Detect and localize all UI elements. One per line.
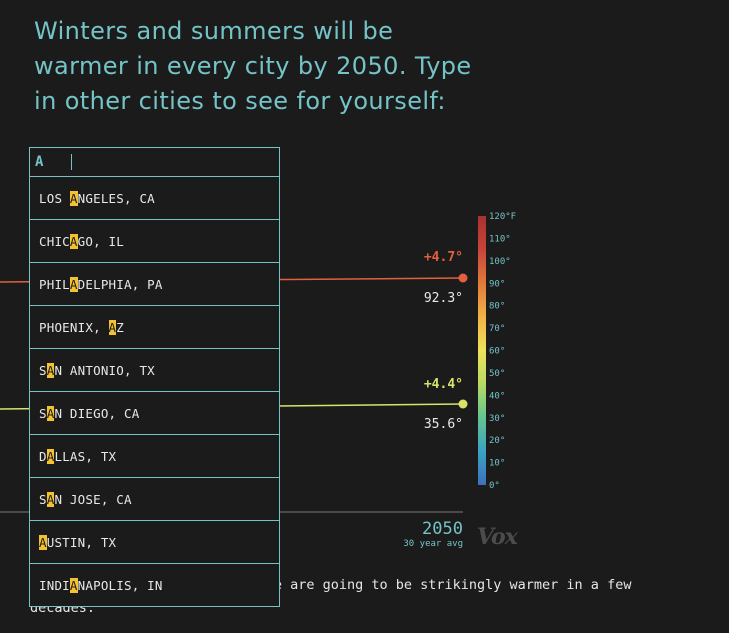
scale-tick-label: 30° xyxy=(489,414,505,424)
match-highlight: A xyxy=(46,491,55,507)
city-search-widget: LOS ANGELES, CA CHICAGO, IL PHILADELPHIA, … xyxy=(29,147,280,607)
match-highlight: A xyxy=(69,233,78,249)
search-result-item[interactable]: INDIANAPOLIS, IN xyxy=(29,564,280,607)
search-result-item[interactable]: DALLAS, TX xyxy=(29,435,280,478)
text-caret xyxy=(71,154,72,170)
summer-end-label: 92.3° xyxy=(424,291,463,306)
scale-tick-label: 100° xyxy=(489,257,511,267)
summer-end-point xyxy=(458,273,468,283)
search-result-item[interactable]: SAN ANTONIO, TX xyxy=(29,349,280,392)
winter-end-point xyxy=(458,399,468,409)
scale-tick-label: 60° xyxy=(489,347,505,357)
color-scale-bar xyxy=(478,216,486,485)
year-label: 2050 xyxy=(422,519,463,539)
scale-tick-label: 50° xyxy=(489,369,505,379)
search-result-item[interactable]: SAN JOSE, CA xyxy=(29,478,280,521)
search-result-label: SAN JOSE, CA xyxy=(39,491,132,507)
scale-tick-label: 40° xyxy=(489,391,505,401)
match-highlight: A xyxy=(39,534,47,550)
search-result-label: AUSTIN, TX xyxy=(39,534,117,550)
search-result-label: CHICAGO, IL xyxy=(39,233,124,249)
color-scale-ticks: 120°F 110° 100° 90° 80° 70° 60° 50° 40° 30° 20° 10°… xyxy=(489,212,516,491)
match-highlight: A xyxy=(69,577,78,593)
search-result-label: PHOENIX, AZ xyxy=(39,319,124,335)
headline: Winters and summers will be warmer in ev… xyxy=(34,17,472,115)
match-highlight: A xyxy=(46,405,55,421)
scale-tick-label: 70° xyxy=(489,324,505,334)
city-search-input[interactable] xyxy=(29,147,280,177)
match-highlight: A xyxy=(69,276,78,292)
search-result-label: DALLAS, TX xyxy=(39,448,117,464)
scale-tick-label: 90° xyxy=(489,279,505,289)
search-result-item[interactable]: CHICAGO, IL xyxy=(29,220,280,263)
avg-label: 30 year avg xyxy=(403,539,463,549)
search-result-label: PHILADELPHIA, PA xyxy=(39,276,163,292)
search-results-list: LOS ANGELES, CA CHICAGO, IL PHILADELPHIA, … xyxy=(29,177,280,607)
search-result-label: SAN DIEGO, CA xyxy=(39,405,140,421)
scale-tick-label: 80° xyxy=(489,302,505,312)
scale-tick-label: 110° xyxy=(489,234,511,244)
scale-tick-label: 0° xyxy=(489,481,500,491)
search-result-item[interactable]: AUSTIN, TX xyxy=(29,521,280,564)
scale-tick-label: 120°F xyxy=(489,212,516,222)
scale-tick-label: 10° xyxy=(489,459,505,469)
match-highlight: A xyxy=(69,190,78,206)
search-result-item[interactable]: SAN DIEGO, CA xyxy=(29,392,280,435)
match-highlight: A xyxy=(46,362,55,378)
search-result-item[interactable]: LOS ANGELES, CA xyxy=(29,177,280,220)
search-result-label: SAN ANTONIO, TX xyxy=(39,362,155,378)
search-result-label: INDIANAPOLIS, IN xyxy=(39,577,163,593)
match-highlight: A xyxy=(108,319,117,335)
match-highlight: A xyxy=(46,448,55,464)
winter-change-label: +4.4° xyxy=(424,377,463,392)
winter-end-label: 35.6° xyxy=(424,417,463,432)
summer-change-label: +4.7° xyxy=(424,250,463,265)
search-result-item[interactable]: PHOENIX, AZ xyxy=(29,306,280,349)
search-result-label: LOS ANGELES, CA xyxy=(39,190,155,206)
vox-logo: Vox xyxy=(477,524,518,550)
scale-tick-label: 20° xyxy=(489,436,505,446)
search-result-item[interactable]: PHILADELPHIA, PA xyxy=(29,263,280,306)
